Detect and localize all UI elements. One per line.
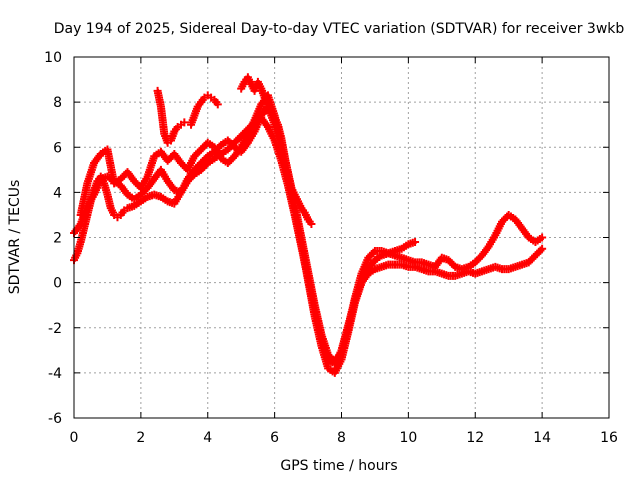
y-tick-label: 4 bbox=[53, 185, 62, 201]
data-point bbox=[213, 100, 222, 109]
y-tick-label: 2 bbox=[53, 231, 62, 247]
data-point bbox=[538, 233, 547, 242]
x-tick-label: 14 bbox=[533, 430, 551, 446]
series-4 bbox=[153, 86, 189, 147]
x-tick-label: 2 bbox=[136, 430, 145, 446]
series-6 bbox=[237, 73, 316, 228]
y-tick-label: -6 bbox=[48, 411, 62, 427]
data-points bbox=[70, 73, 547, 377]
series-1 bbox=[70, 113, 547, 368]
x-axis-label: GPS time / hours bbox=[280, 458, 397, 474]
x-tick-label: 8 bbox=[337, 430, 346, 446]
data-point bbox=[538, 244, 547, 253]
y-tick-label: 10 bbox=[44, 50, 62, 66]
tick-labels: 0 2 4 6 8 10 12 14 16 -6 -4 -2 0 2 4 6 8 10 bbox=[44, 50, 618, 446]
x-tick-label: 10 bbox=[399, 430, 417, 446]
y-tick-label: -2 bbox=[48, 321, 62, 337]
chart-title: Day 194 of 2025, Sidereal Day-to-day VTE… bbox=[54, 21, 625, 37]
x-tick-label: 16 bbox=[600, 430, 618, 446]
x-tick-label: 4 bbox=[203, 430, 212, 446]
y-axis-label: SDTVAR / TECUs bbox=[7, 180, 23, 295]
y-tick-label: -4 bbox=[48, 366, 62, 382]
data-point bbox=[307, 219, 316, 228]
x-tick-label: 6 bbox=[270, 430, 279, 446]
data-point bbox=[180, 118, 189, 127]
series-5 bbox=[187, 91, 222, 129]
x-tick-label: 0 bbox=[70, 430, 79, 446]
y-tick-label: 6 bbox=[53, 140, 62, 156]
data-point bbox=[411, 238, 420, 247]
y-tick-label: 8 bbox=[53, 95, 62, 111]
axis-ticks bbox=[73, 56, 610, 419]
y-tick-label: 0 bbox=[53, 276, 62, 292]
x-tick-label: 12 bbox=[466, 430, 484, 446]
